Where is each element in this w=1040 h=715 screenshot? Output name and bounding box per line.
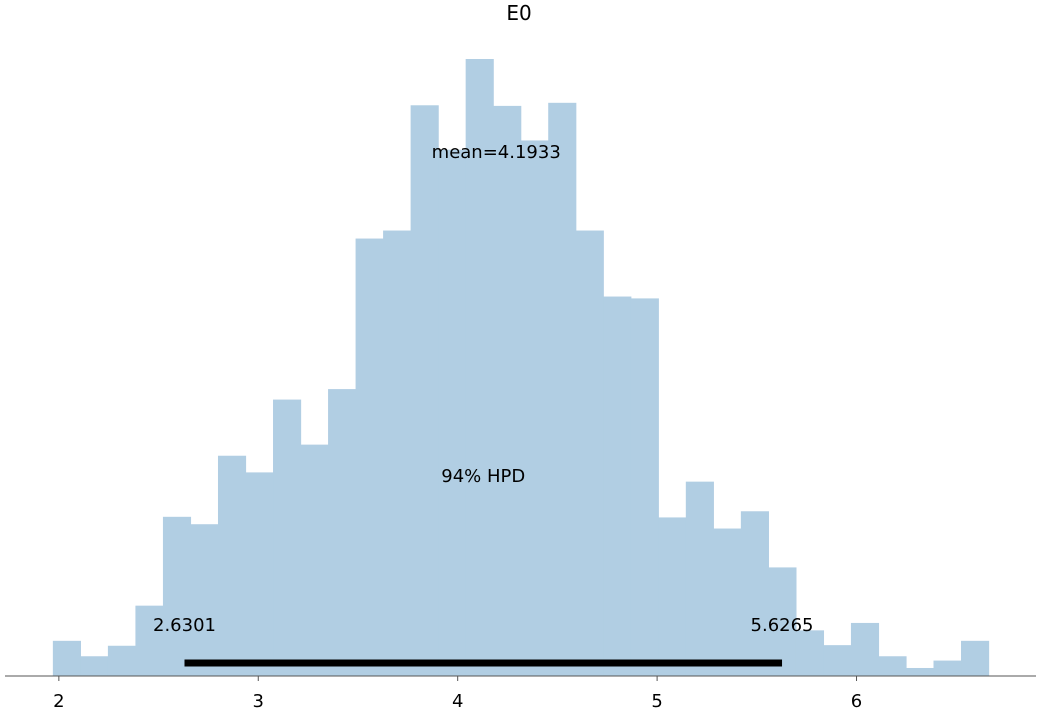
histogram-bar <box>135 605 164 676</box>
histogram-bar <box>685 481 714 676</box>
histogram-bar <box>493 105 522 677</box>
histogram-bar <box>823 645 852 676</box>
histogram-bar <box>795 630 825 676</box>
histogram-bar <box>465 59 494 676</box>
histogram-bar <box>713 528 742 676</box>
histogram-bar <box>768 567 797 676</box>
histogram-bar <box>438 149 467 677</box>
histogram-bar <box>52 640 81 676</box>
histogram-bar <box>355 238 384 676</box>
histogram-bar <box>630 298 659 676</box>
hpd-high-label: 5.6265 <box>751 615 814 636</box>
histogram-bar <box>80 656 109 676</box>
histogram-bar <box>162 516 192 676</box>
x-axis-ticks: 2 3 4 5 6 <box>53 676 862 712</box>
histogram-bar <box>107 645 137 676</box>
histogram-bar <box>850 622 880 676</box>
histogram-bar <box>217 455 247 676</box>
histogram-bar <box>961 640 990 676</box>
histogram-bar <box>658 517 687 676</box>
histogram-bar <box>740 511 769 676</box>
hpd-probability-label: 94% HPD <box>441 466 525 487</box>
x-tick-label: 3 <box>253 691 264 712</box>
x-tick-label: 6 <box>851 691 862 712</box>
x-tick-label: 2 <box>53 691 64 712</box>
histogram-bar <box>905 667 935 676</box>
histogram-bar <box>575 230 604 676</box>
histogram-bar <box>245 472 274 676</box>
mean-label: mean=4.1933 <box>432 142 561 163</box>
x-tick-label: 5 <box>651 691 662 712</box>
x-tick-label: 4 <box>452 691 463 712</box>
hpd-low-label: 2.6301 <box>153 615 216 636</box>
histogram-bar <box>273 399 302 676</box>
histogram-bar <box>410 105 439 676</box>
histogram-bars <box>52 59 990 677</box>
histogram-bar <box>933 660 962 676</box>
histogram-bar <box>520 140 549 677</box>
histogram-bar <box>190 524 219 676</box>
histogram-bar <box>383 230 412 676</box>
chart-title: E0 <box>506 1 531 25</box>
histogram-bar <box>603 296 632 676</box>
histogram-bar <box>328 389 357 676</box>
histogram-bar <box>878 656 907 676</box>
histogram-bar <box>300 444 329 676</box>
histogram-bar <box>548 102 577 676</box>
